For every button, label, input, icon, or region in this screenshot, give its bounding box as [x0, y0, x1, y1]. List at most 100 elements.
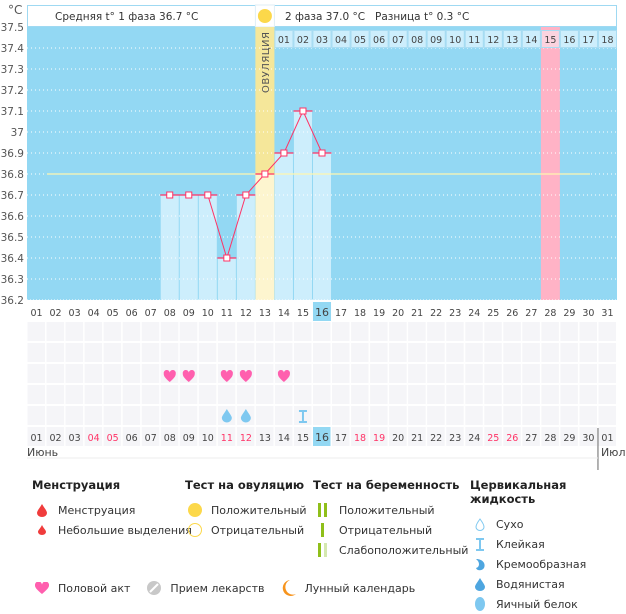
symptom-cell [46, 343, 65, 362]
symptom-cell [408, 406, 426, 425]
symptom-cell [389, 322, 407, 341]
temperature-point [280, 149, 288, 157]
day-label: 07 [145, 308, 157, 319]
symptom-cell [65, 343, 84, 362]
date-label: 05 [107, 433, 119, 444]
symptom-cell [332, 364, 350, 383]
day-label: 03 [69, 308, 81, 319]
phase2-day-cell [369, 30, 389, 48]
phase2-day-label: 02 [297, 35, 309, 46]
legend-label: Водянистая [496, 577, 565, 591]
date-cell [370, 427, 388, 446]
phase2-day-label: 11 [468, 35, 480, 46]
date-label: 13 [259, 433, 271, 444]
symptom-cell [408, 385, 426, 404]
symptom-cell [541, 406, 559, 425]
y-tick-label: 37.4 [1, 43, 25, 55]
symptom-cell [446, 343, 464, 362]
dry-drop-icon [470, 517, 490, 531]
symptom-cell [160, 322, 179, 341]
symptom-cell [351, 406, 369, 425]
phase2-day-cell [540, 30, 560, 48]
y-tick-label: 36.5 [1, 232, 24, 244]
symptom-cell [465, 406, 483, 425]
symptom-cell [598, 343, 616, 362]
phase2-day-cell [407, 30, 427, 48]
phase2-day-label: 07 [392, 35, 404, 46]
symptom-cell [198, 364, 217, 383]
symptom-cell [579, 406, 597, 425]
symptom-cell [103, 322, 122, 341]
symptom-cell [274, 385, 293, 404]
day-label: 13 [259, 308, 271, 319]
phase2-day-label: 06 [373, 35, 385, 46]
date-label: 22 [430, 433, 442, 444]
symptom-cell [141, 406, 160, 425]
y-tick-label: 36.9 [1, 148, 24, 160]
legend-label: Отрицательный [339, 523, 433, 537]
symptom-cell [293, 385, 312, 404]
date-cell [141, 427, 160, 446]
symptom-cell [370, 385, 388, 404]
temperature-bar [274, 153, 293, 300]
day-label: 19 [373, 308, 385, 319]
date-cell [84, 427, 103, 446]
y-tick-label: 37.2 [1, 85, 24, 97]
date-label: 23 [449, 433, 461, 444]
legend-label: Слабоположительный [339, 543, 469, 557]
date-cell [255, 427, 274, 446]
expected-period-column [540, 27, 560, 300]
date-cell [46, 427, 65, 446]
today-marker [312, 302, 332, 321]
phase2-day-cell [312, 30, 332, 48]
symptom-cell [503, 385, 521, 404]
symptom-cell [541, 322, 559, 341]
symptom-cell [65, 364, 84, 383]
legend-label: Менструация [58, 503, 136, 517]
symptom-cell [598, 385, 616, 404]
symptom-cell [484, 364, 502, 383]
phase2-day-cell [350, 30, 370, 48]
symptom-cell [255, 385, 274, 404]
header-box [27, 5, 617, 27]
legend-label: Отрицательный [211, 523, 305, 537]
legend-label: Прием лекарств [170, 581, 265, 595]
symptom-cell [65, 322, 84, 341]
date-cell [122, 427, 141, 446]
symptom-cell [46, 364, 65, 383]
phase2-day-label: 05 [354, 35, 366, 46]
temperature-point [223, 254, 231, 262]
symptom-cell [427, 364, 445, 383]
phase2-day-cell [597, 30, 617, 48]
day-label: 28 [544, 308, 556, 319]
date-label: 26 [506, 433, 518, 444]
day-label: 16 [315, 306, 329, 319]
date-label: 14 [278, 433, 290, 444]
day-label: 25 [487, 308, 499, 319]
phase2-day-label: 18 [601, 35, 613, 46]
legend-title: Цервикальная жидкость [470, 478, 567, 506]
legend-ovulation-test: Тест на овуляцию Положительный Отрицател… [185, 478, 307, 540]
legend-label: Сухо [496, 517, 524, 531]
day-label: 17 [335, 308, 347, 319]
date-label: 09 [183, 433, 195, 444]
symptom-cell [560, 406, 578, 425]
phase2-day-label: 08 [411, 35, 423, 46]
date-label: 29 [563, 433, 575, 444]
day-label: 10 [202, 308, 214, 319]
symptom-cell [27, 364, 46, 383]
symptom-cell [236, 385, 255, 404]
one-line-icon [313, 523, 333, 537]
symptom-cell [274, 343, 293, 362]
date-label: 30 [582, 433, 594, 444]
watery-drop-icon [470, 577, 490, 591]
symptom-cell [351, 364, 369, 383]
phase2-day-label: 13 [506, 35, 518, 46]
y-tick-label: 37.5 [1, 22, 24, 34]
symptom-cell [427, 343, 445, 362]
faint-lines-icon [313, 543, 333, 557]
month-label-current: Июнь [27, 446, 58, 459]
symptom-cell [332, 343, 350, 362]
symptom-cell [446, 322, 464, 341]
symptom-cell [522, 406, 540, 425]
